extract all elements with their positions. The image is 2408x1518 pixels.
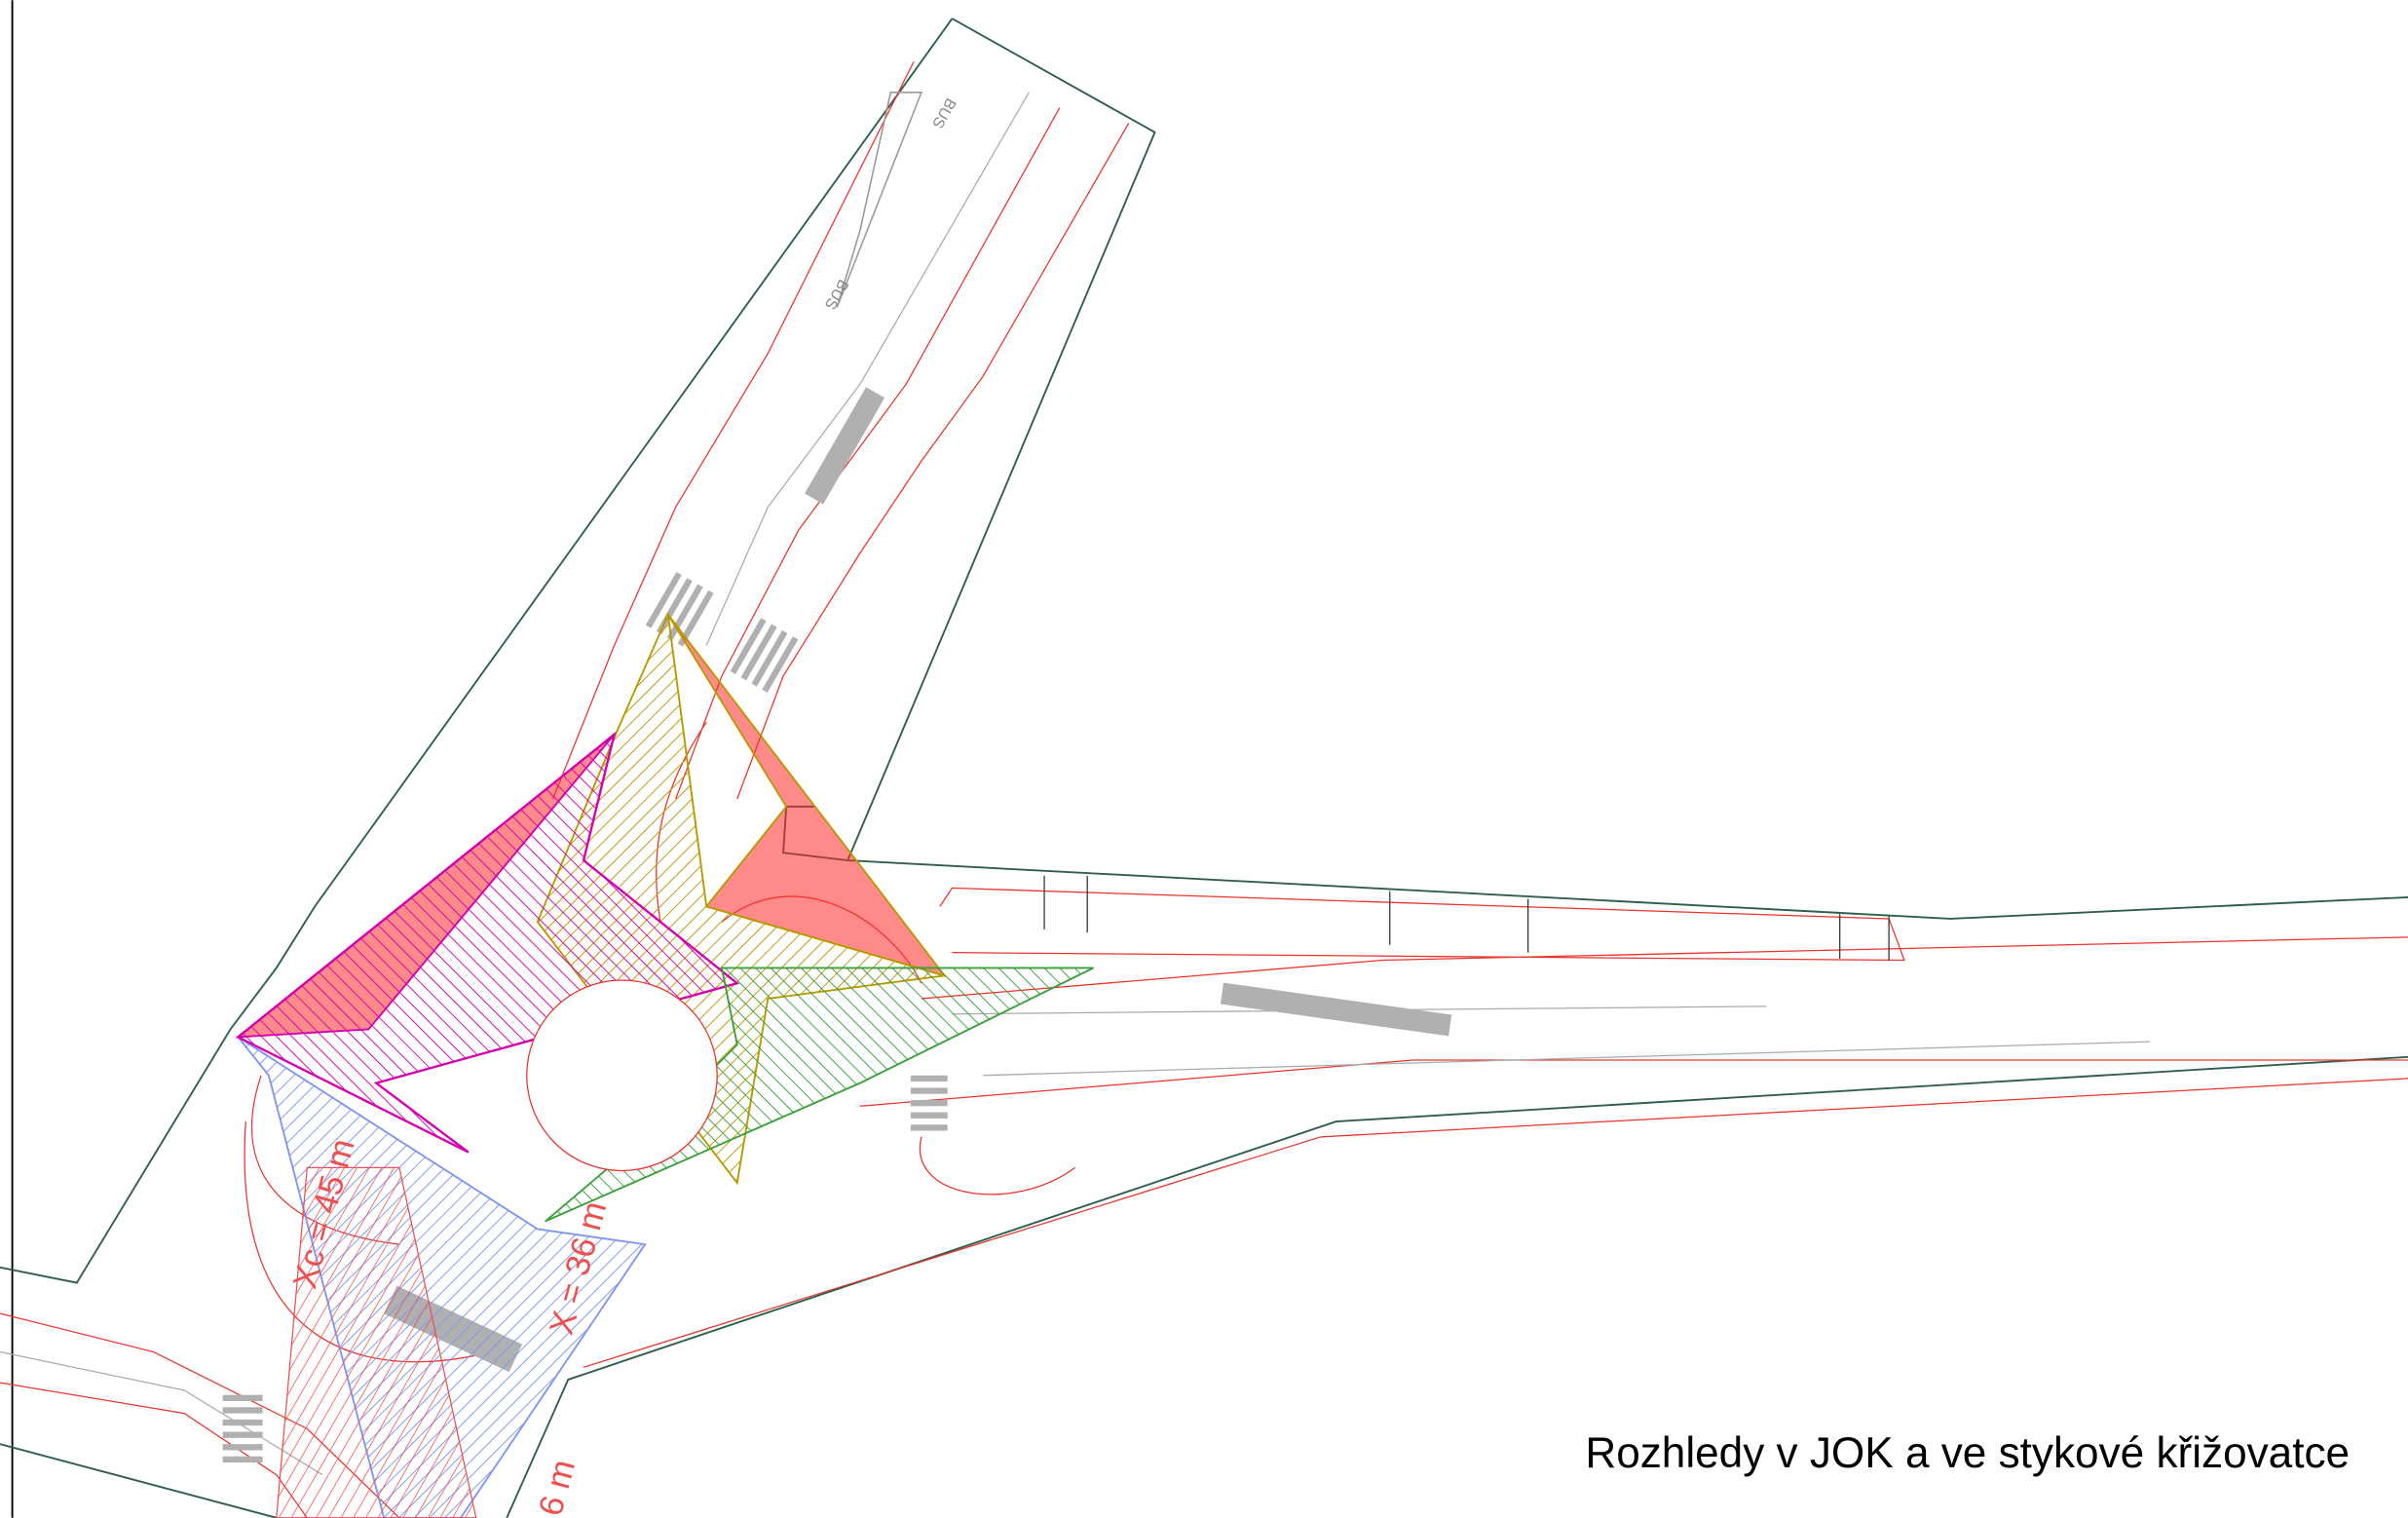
bus-marking: BUS (928, 95, 959, 132)
dimension: 6 m (532, 1456, 583, 1518)
sight-triangles (235, 611, 1094, 1518)
bus-marking: BUS (821, 277, 851, 313)
title: Rozhledy v JOK a ve stykové křižovatce (1585, 1429, 2350, 1477)
